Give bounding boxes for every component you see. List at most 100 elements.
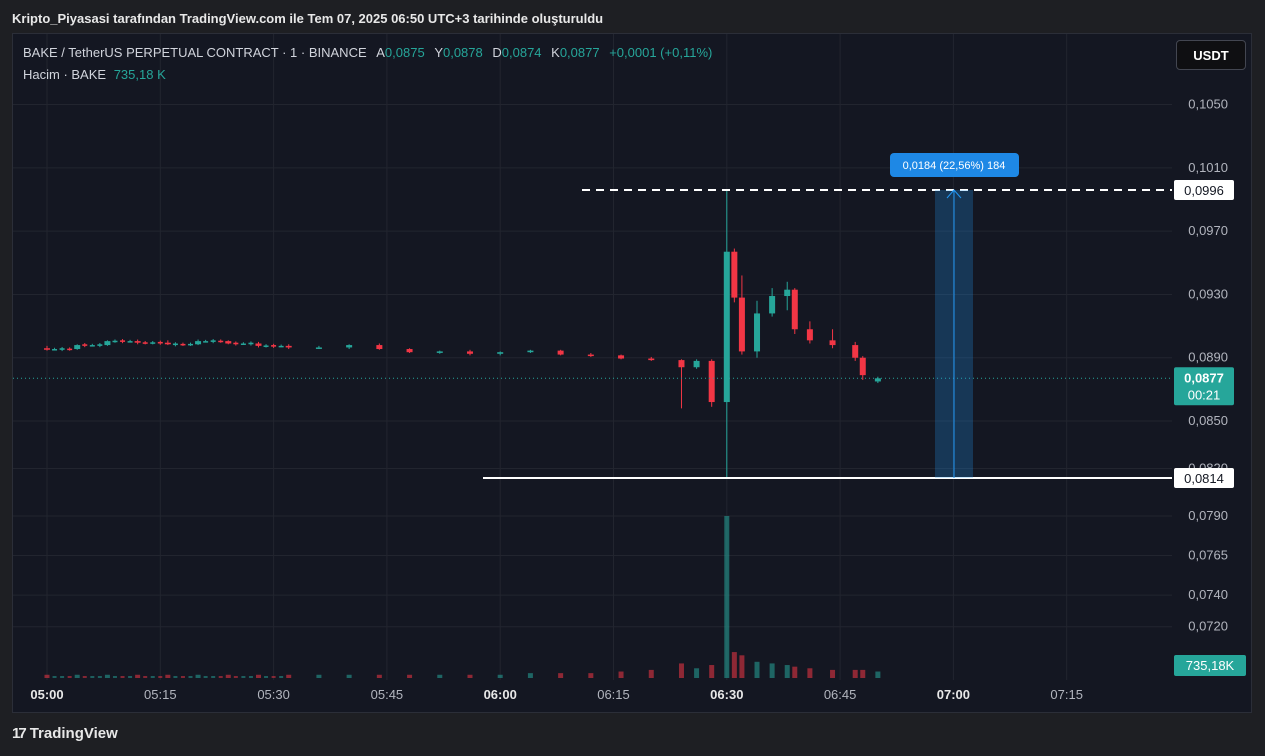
price-tick-label: 0,0740 — [1188, 587, 1228, 602]
time-tick-label: 06:00 — [484, 687, 517, 702]
candle-body — [376, 345, 383, 350]
volume-bar — [316, 674, 322, 678]
volume-bar — [376, 674, 382, 678]
volume-bar — [52, 676, 57, 678]
candle-body — [852, 345, 859, 358]
candle-body — [233, 342, 239, 345]
candle-body — [67, 348, 73, 351]
candle-body — [678, 360, 685, 368]
candle-body — [225, 341, 232, 344]
candle-body — [346, 345, 353, 348]
candle-body — [180, 343, 186, 346]
candle-body — [52, 349, 58, 351]
candles — [44, 190, 881, 478]
level-label: 0,0814 — [1184, 471, 1224, 486]
volume-bar — [271, 676, 276, 678]
volume-bar — [67, 676, 72, 678]
tradingview-logo[interactable]: 17 TradingView — [12, 725, 118, 742]
volume-bar — [497, 674, 503, 678]
volume-bar — [754, 661, 760, 678]
volume-bar — [188, 676, 193, 678]
volume-bar — [150, 676, 155, 678]
price-tick-label: 0,0850 — [1188, 413, 1228, 428]
time-tick-label: 05:30 — [257, 687, 290, 702]
candle-body — [150, 342, 156, 344]
tradingview-logo-icon: 17 — [12, 725, 27, 742]
price-tick-label: 0,1010 — [1188, 160, 1228, 175]
volume-bar — [158, 676, 163, 678]
volume-bar — [203, 676, 208, 678]
time-tick-label: 07:00 — [937, 687, 970, 702]
volume-bar — [678, 663, 684, 678]
candle-body — [874, 378, 881, 382]
candle-body — [59, 348, 65, 350]
time-tick-label: 05:15 — [144, 687, 177, 702]
volume-bar — [731, 652, 737, 678]
volume-tag-label: 735,18K — [1186, 658, 1235, 673]
candle-body — [240, 343, 246, 345]
volume-bar — [694, 668, 700, 678]
volume-bar — [860, 669, 866, 678]
candle-body — [157, 341, 163, 344]
candle-body — [210, 340, 216, 342]
volume-bar — [527, 673, 533, 678]
candle-body — [587, 354, 594, 357]
candle-body — [120, 340, 126, 342]
candle-body — [791, 289, 798, 330]
price-tick-label: 0,0790 — [1188, 508, 1228, 523]
time-tick-label: 06:45 — [824, 687, 857, 702]
volume-bars — [44, 516, 881, 678]
symbol-name: BAKE / TetherUS PERPETUAL CONTRACT · 1 ·… — [23, 45, 367, 60]
volume-bar — [195, 674, 201, 678]
currency-button[interactable]: USDT — [1176, 40, 1246, 70]
candle-body — [738, 297, 745, 352]
volume-bar — [255, 674, 261, 678]
candle-body — [74, 345, 81, 350]
candle-body — [754, 313, 761, 352]
candle-body — [255, 343, 262, 346]
candle-body — [557, 350, 564, 355]
volume-bar — [709, 665, 715, 678]
candle-body — [44, 348, 50, 350]
volume-bar — [407, 674, 413, 678]
chart-caption: Kripto_Piyasasi tarafından TradingView.c… — [12, 11, 604, 26]
candle-body — [218, 340, 224, 343]
volume-bar — [225, 674, 231, 678]
current-price-label: 0,0877 — [1184, 370, 1224, 385]
symbol-legend: BAKE / TetherUS PERPETUAL CONTRACT · 1 ·… — [23, 45, 712, 60]
bar-countdown-label: 00:21 — [1188, 387, 1221, 402]
current-price-tag — [1174, 367, 1234, 406]
candle-body — [142, 342, 148, 344]
volume-bar — [264, 676, 269, 678]
candle-body — [271, 345, 277, 347]
candle-body — [285, 345, 292, 348]
volume-bar — [104, 674, 110, 678]
high-label: Y — [434, 45, 443, 60]
volume-bar — [218, 676, 223, 678]
volume-bar — [44, 674, 50, 678]
volume-bar — [211, 676, 216, 678]
volume-bar — [241, 676, 246, 678]
price-tick-label: 0,0890 — [1188, 350, 1228, 365]
candle-body — [203, 341, 209, 343]
candle-body — [406, 349, 413, 353]
volume-value: 735,18 K — [113, 67, 166, 82]
volume-bar — [618, 671, 624, 678]
change-value: +0,0001 (+0,11%) — [609, 45, 713, 60]
volume-bar — [165, 674, 171, 678]
volume-bar — [135, 674, 141, 678]
volume-bar — [648, 669, 654, 678]
candle-body — [315, 347, 322, 349]
low-label: D — [492, 45, 502, 60]
volume-bar — [739, 655, 745, 678]
time-axis: 05:00 05:15 05:30 05:45 06:00 06:15 06:30 06:45… — [30, 687, 1083, 702]
volume-bar — [90, 676, 95, 678]
volume-bar — [784, 665, 790, 678]
time-tick-label: 07:15 — [1050, 687, 1083, 702]
volume-tag — [1174, 655, 1246, 676]
candle-body — [89, 345, 95, 347]
chart-frame[interactable] — [12, 33, 1252, 713]
chart-overlays: 0,0184 (22,56%) 184 — [13, 153, 1172, 479]
candle-body — [97, 344, 103, 346]
